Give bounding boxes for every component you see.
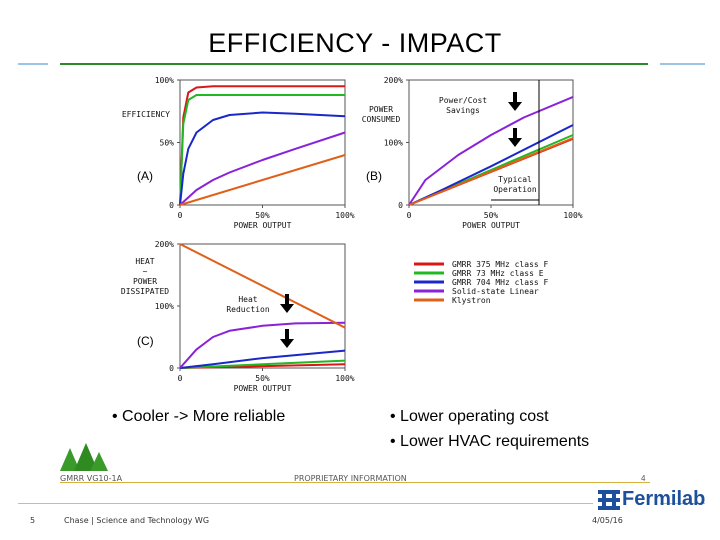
- panel3-letter: (C): [137, 334, 154, 348]
- panel2-frame: [408, 79, 574, 206]
- footer-date: 4/05/16: [592, 516, 623, 525]
- panel3-annotation-line1: Heat: [238, 295, 257, 304]
- panel2-typical-label-line1: Typical: [498, 175, 532, 184]
- panel1-letter: (A): [137, 169, 153, 183]
- panel1-x-tick-label: 50%: [255, 211, 270, 220]
- panel3-x-tick-label: 50%: [255, 374, 270, 383]
- panel3-y-tick-label: 200%: [155, 240, 174, 249]
- title-rule-right: [660, 63, 705, 65]
- title-rule-left: [18, 63, 48, 65]
- panel3-arrow-icon: [280, 339, 294, 348]
- panel1-y-tick-label: 100%: [155, 76, 174, 85]
- panel3-y-tick-label: 100%: [155, 302, 174, 311]
- panel3-y-axis-label-line3: POWER: [133, 277, 157, 286]
- fermilab-logo-icon: [598, 490, 620, 510]
- footer-rule-left: [18, 503, 593, 504]
- panel2-annotation-line1: Power/Cost: [439, 96, 487, 105]
- panel3-series-line: [179, 359, 346, 369]
- panel1-series-line: [179, 111, 346, 206]
- panel3-y-axis-label-line2: ~: [143, 267, 148, 276]
- panel1-x-axis-label: POWER OUTPUT: [234, 221, 292, 230]
- panel3-y-axis-label-line4: DISSIPATED: [121, 287, 169, 296]
- footer-tree-label: GMRR VG10-1A: [60, 474, 123, 483]
- fermilab-logo-text: Fermilab: [622, 488, 706, 510]
- panel3-arrow-icon: [280, 304, 294, 313]
- panel2-arrow-icon-shaft: [513, 92, 517, 103]
- panel3-y-tick-label: 0: [169, 364, 174, 373]
- panel2-y-tick-label: 200%: [384, 76, 403, 85]
- legend-label: Solid-state Linear: [452, 287, 539, 296]
- panel2-series-line: [408, 137, 574, 206]
- footer-rule-right: [660, 503, 705, 504]
- panel3-series-line: [179, 243, 346, 329]
- bullet-cooler: • Cooler -> More reliable: [112, 408, 286, 425]
- panel2-x-tick-label: 50%: [484, 211, 499, 220]
- panel3-x-tick-label: 100%: [335, 374, 354, 383]
- tree-logo-icon: [60, 443, 108, 471]
- panel3-x-tick-label: 0: [178, 374, 183, 383]
- panel3-series-line: [179, 321, 346, 369]
- footer-proprietary: PROPRIETARY INFORMATION: [294, 474, 407, 483]
- panel3-x-axis-label: POWER OUTPUT: [234, 384, 292, 393]
- panel2-x-tick-label: 0: [407, 211, 412, 220]
- panel2-x-tick-label: 100%: [563, 211, 582, 220]
- panel2-series-line: [408, 124, 574, 206]
- panel3-series-line: [179, 349, 346, 369]
- panel3-annotation-line2: Reduction: [226, 305, 270, 314]
- panel1-series-line: [179, 94, 345, 206]
- panel3-arrow-icon-shaft: [285, 294, 289, 305]
- panel2-typical-label-line2: Operation: [493, 185, 537, 194]
- footer-center-text: Chase | Science and Technology WG: [64, 516, 210, 525]
- panel1-y-tick-label: 0: [169, 201, 174, 210]
- bullet-hvac: • Lower HVAC requirements: [390, 433, 590, 450]
- panel2-x-axis-label: POWER OUTPUT: [462, 221, 520, 230]
- panel2-letter: (B): [366, 169, 382, 183]
- panel2-y-axis-label-line1: POWER: [369, 105, 393, 114]
- legend-label: GMRR 73 MHz class E: [452, 269, 544, 278]
- panel2-arrow-icon: [508, 102, 522, 111]
- panel2-y-axis-label-line2: CONSUMED: [362, 115, 401, 124]
- panel2-series-line: [408, 95, 574, 206]
- panel1-frame: [179, 79, 346, 206]
- panel2-arrow-icon-shaft: [513, 128, 517, 139]
- footer-page-number: 5: [30, 516, 36, 525]
- panel2-y-tick-label: 100%: [384, 139, 403, 148]
- panel3-y-axis-label-line1: HEAT: [135, 257, 154, 266]
- bullet-operating-cost: • Lower operating cost: [390, 408, 549, 425]
- panel1-y-tick-label: 50%: [160, 139, 175, 148]
- panel1-series-line: [179, 85, 345, 206]
- panel3-arrow-icon-shaft: [285, 329, 289, 340]
- panel2-arrow-icon: [508, 138, 522, 147]
- panel1-x-tick-label: 100%: [335, 211, 354, 220]
- panel1-series-line: [179, 131, 346, 206]
- legend-label: GMRR 375 MHz class F: [452, 260, 549, 269]
- slide-title: EFFICIENCY - IMPACT: [208, 28, 502, 58]
- panel1-x-tick-label: 0: [178, 211, 183, 220]
- legend-label: Klystron: [452, 296, 491, 305]
- title-rule: [60, 63, 648, 65]
- panel2-annotation-line2: Savings: [446, 106, 480, 115]
- footer-inner-page-number: 4: [641, 474, 646, 483]
- legend-label: GMRR 704 MHz class F: [452, 278, 549, 287]
- footer-rule-inner: [60, 482, 650, 483]
- panel1-y-axis-label: EFFICIENCY: [122, 110, 170, 119]
- panel2-y-tick-label: 0: [398, 201, 403, 210]
- panel1-series-line: [179, 154, 346, 206]
